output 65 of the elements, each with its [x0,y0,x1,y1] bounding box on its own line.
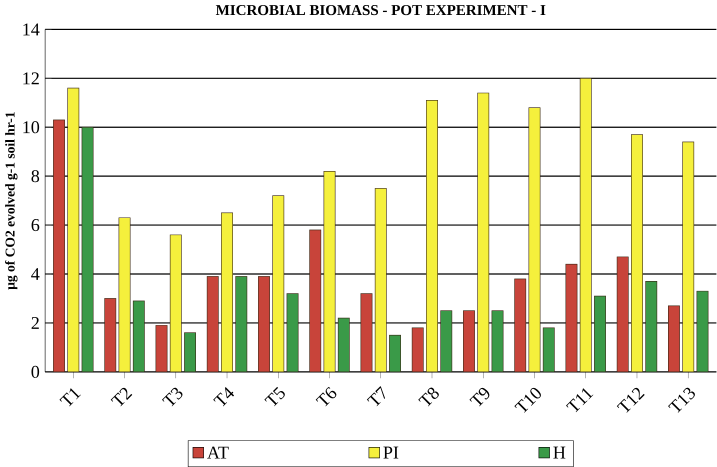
bar [696,290,708,372]
bar [374,188,387,372]
bar [463,310,475,372]
x-tick-label: T7 [366,386,386,406]
y-axis-title: μg of CO2 evolved g-1 soil hr-1 [5,112,18,290]
bar [477,92,490,372]
bar [53,120,65,372]
x-tick-label: T2 [110,388,132,406]
bar [170,234,182,372]
bar [67,88,80,372]
bar [566,264,578,372]
bar [184,332,196,372]
bar [82,126,94,372]
x-tick-label: T6 [316,386,336,406]
y-tick-label: 14 [23,23,40,36]
x-tick-label: T4 [213,387,234,406]
bar [542,327,555,372]
x-tick-label: T13 [668,388,695,413]
y-tick-label: 12 [23,72,39,84]
bar [580,78,592,372]
x-tick-label: T11 [566,388,594,412]
x-tick-label: T1 [59,388,81,406]
bar [668,305,680,372]
chart-title: MICROBIAL BIOMASS - POT EXPERIMENT - I [216,4,546,16]
legend-label: AT [207,446,229,458]
bar [514,278,526,372]
x-tick-label: T5 [264,386,285,406]
x-tick-label: T12 [616,388,645,413]
x-tick-label: T8 [418,388,439,406]
y-tick-label: 2 [32,316,39,329]
bar [360,293,372,372]
bar [616,256,629,372]
bar [156,325,168,372]
x-tick-label: T10 [514,388,541,413]
bar [221,212,233,372]
bar [338,318,350,372]
legend-label: PI [383,446,398,458]
y-tick-label: 10 [23,121,40,134]
bar [324,170,336,372]
bar [309,230,322,372]
bar [412,327,424,372]
bar [206,276,219,372]
bar [594,296,606,372]
bar [258,276,270,372]
y-tick-label: 0 [31,366,40,378]
y-tick-label: 8 [31,170,40,182]
bar [492,310,504,372]
bar [104,298,116,372]
y-tick-label: 6 [32,218,40,232]
bar [389,334,401,372]
y-tick-label: 4 [31,268,40,280]
legend-label: H [553,446,566,458]
x-tick-label: T3 [162,388,182,406]
bar [235,276,248,372]
bar [631,134,643,372]
x-tick-label: T9 [469,388,490,406]
bar [645,281,658,372]
bar [118,217,130,372]
bar [286,293,298,372]
bar [528,107,540,372]
bar [272,195,284,372]
bar [426,100,438,372]
bar [132,300,145,372]
bar [682,142,694,372]
bar [440,310,452,372]
